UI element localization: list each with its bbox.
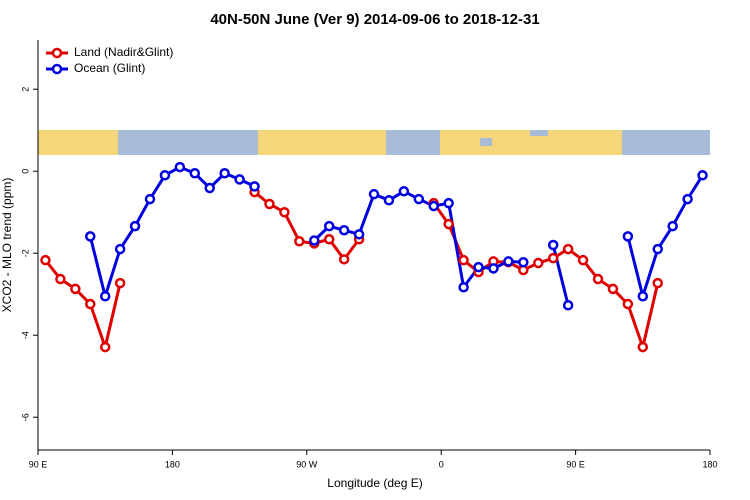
data-point: [85, 298, 96, 310]
x-tick-label: 180: [165, 459, 180, 469]
data-point: [533, 257, 544, 269]
data-point: [279, 206, 290, 218]
data-point: [323, 220, 335, 232]
data-point: [518, 256, 529, 268]
data-point: [637, 291, 649, 302]
data-point: [264, 198, 275, 210]
map-strip: [38, 130, 710, 155]
x-tick-label: 90 E: [566, 459, 585, 469]
x-tick-label: 90 E: [29, 459, 48, 469]
data-point: [667, 220, 678, 232]
x-axis-label: Longitude (deg E): [327, 476, 422, 490]
data-point: [204, 182, 215, 194]
series-line: [44, 190, 660, 353]
data-point: [622, 231, 634, 242]
data-point: [488, 263, 499, 274]
data-point: [70, 283, 81, 295]
data-point: [129, 220, 141, 232]
data-point: [622, 298, 634, 310]
data-point: [458, 281, 469, 293]
y-tick-label: -2: [20, 249, 30, 257]
data-point: [562, 300, 574, 311]
data-point: [55, 273, 66, 285]
data-point: [473, 261, 484, 273]
data-point: [577, 254, 589, 266]
data-point: [40, 254, 51, 266]
data-point: [338, 254, 350, 265]
data-point: [592, 273, 604, 285]
data-point: [428, 200, 439, 212]
data-point: [309, 235, 320, 246]
data-point: [174, 161, 186, 173]
data-point: [383, 195, 395, 206]
data-point: [503, 256, 514, 267]
data-point: [219, 168, 230, 179]
data-point: [323, 234, 335, 245]
legend-label: Ocean (Glint): [74, 61, 145, 75]
data-point: [234, 174, 245, 185]
data-point: [159, 170, 171, 181]
data-point: [144, 193, 156, 205]
data-point: [652, 277, 663, 289]
data-point: [338, 224, 350, 236]
y-tick-label: 2: [20, 87, 30, 92]
legend-marker: [51, 63, 63, 75]
data-point: [353, 229, 365, 240]
data-point: [85, 231, 96, 242]
data-point: [368, 188, 380, 200]
data-point: [682, 193, 693, 205]
data-point: [189, 168, 201, 179]
y-axis-label: XCO2 - MLO trend (ppm): [0, 178, 14, 313]
data-point: [114, 243, 126, 255]
x-tick-label: 90 W: [296, 459, 318, 469]
data-point: [637, 341, 649, 353]
data-point: [652, 243, 663, 255]
data-point: [99, 291, 111, 302]
data-point: [398, 186, 410, 197]
data-point: [99, 341, 111, 353]
data-point: [697, 170, 708, 181]
data-point: [294, 236, 305, 247]
x-tick-label: 180: [702, 459, 717, 469]
data-point: [547, 239, 559, 251]
data-point: [607, 283, 619, 295]
data-point: [413, 193, 425, 205]
data-point: [114, 277, 126, 289]
data-point: [458, 254, 469, 266]
y-tick-label: -4: [20, 331, 30, 339]
data-point: [562, 243, 574, 255]
y-tick-label: -6: [20, 413, 30, 421]
data-point: [443, 218, 454, 230]
chart-title: 40N-50N June (Ver 9) 2014-09-06 to 2018-…: [210, 11, 539, 28]
data-point: [547, 252, 559, 264]
x-tick-label: 0: [439, 459, 444, 469]
y-tick-label: 0: [20, 169, 30, 174]
legend-marker: [51, 47, 63, 59]
data-point: [443, 197, 454, 209]
legend-label: Land (Nadir&Glint): [74, 45, 173, 59]
data-point: [249, 181, 260, 192]
